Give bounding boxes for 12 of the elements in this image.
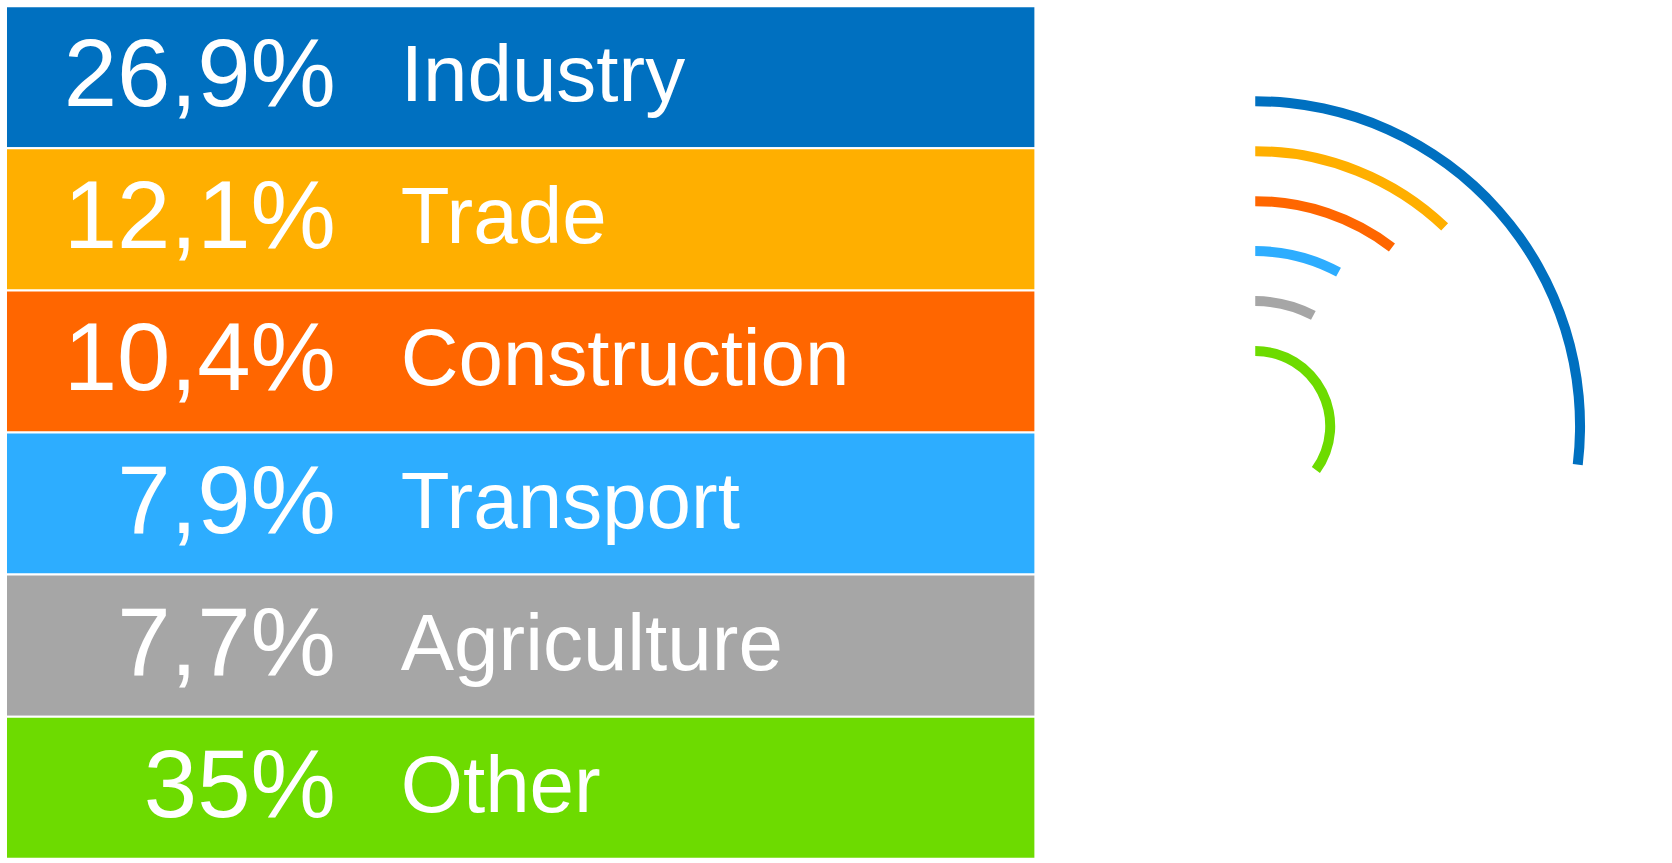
- data-label: 7,7%: [117, 587, 336, 695]
- category-label: Industry: [400, 29, 686, 119]
- category-label: Trade: [400, 171, 607, 261]
- data-label: 7,9%: [117, 445, 336, 553]
- category-label: Agriculture: [400, 597, 783, 687]
- data-label: 35%: [143, 729, 336, 837]
- data-label: 10,4%: [63, 303, 336, 411]
- data-label: 26,9%: [63, 19, 336, 127]
- data-label: 12,1%: [63, 161, 336, 269]
- category-label: Transport: [400, 455, 740, 545]
- category-label: Other: [400, 739, 601, 829]
- category-label: Construction: [400, 313, 850, 403]
